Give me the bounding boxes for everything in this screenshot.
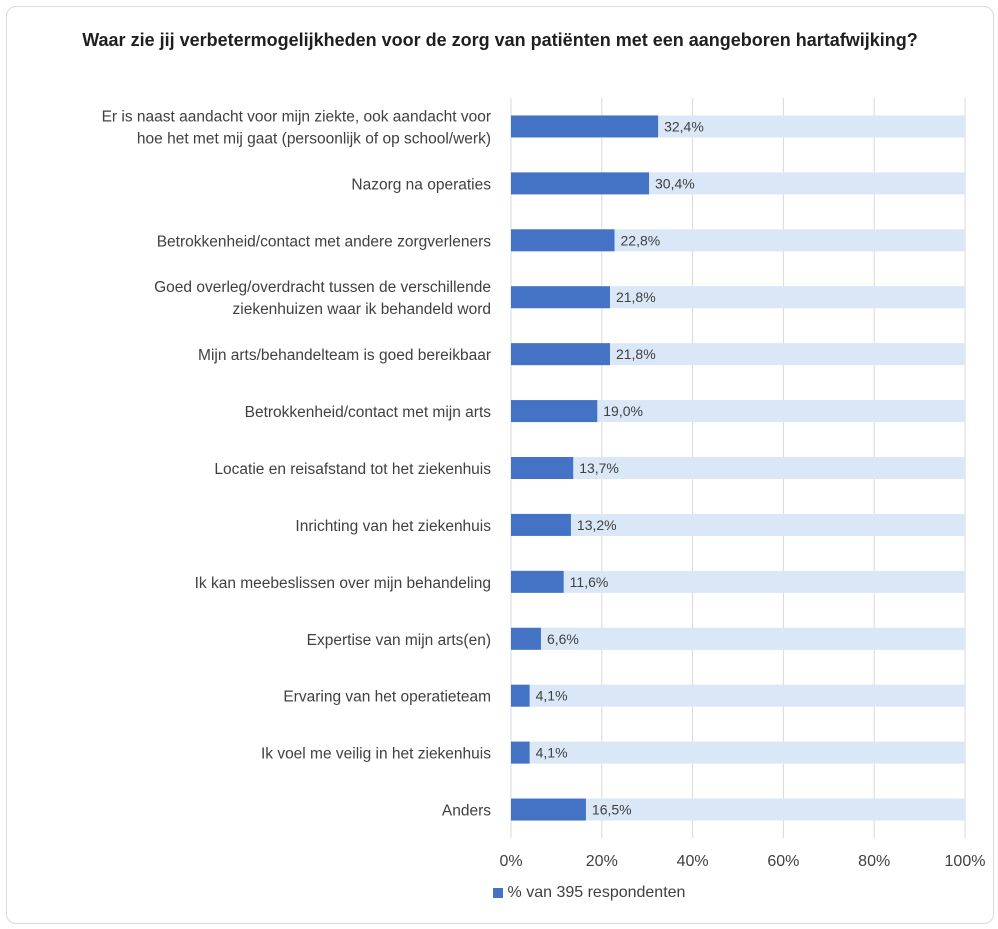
bar [511, 115, 659, 138]
data-label: 13,2% [577, 517, 617, 533]
data-label: 21,8% [616, 289, 656, 305]
category-label: Goed overleg/overdracht tussen de versch… [154, 279, 491, 296]
x-tick-label: 80% [858, 853, 890, 870]
bar-track [511, 457, 965, 479]
category-label: Er is naast aandacht voor mijn ziekte, o… [102, 108, 491, 125]
data-label: 22,8% [621, 232, 661, 248]
bar [511, 172, 650, 195]
bar [511, 286, 610, 309]
data-label: 16,5% [592, 802, 632, 818]
bar-track [511, 513, 965, 536]
data-label: 11,6% [570, 574, 609, 590]
legend-label: % van 395 respondenten [507, 884, 686, 901]
data-label: 30,4% [655, 175, 695, 191]
category-label: Anders [442, 803, 491, 820]
x-tick-label: 60% [767, 853, 799, 870]
category-label: Betrokkenheid/contact met mijn arts [245, 404, 492, 421]
category-label: Expertise van mijn arts(en) [307, 632, 491, 649]
data-label: 19,0% [603, 403, 643, 419]
bar-track [511, 229, 965, 252]
bar [511, 570, 564, 593]
bar [511, 400, 598, 423]
bar-track [511, 627, 965, 650]
data-label: 32,4% [664, 118, 704, 134]
legend-swatch [492, 888, 503, 898]
category-label: Mijn arts/behandelteam is goed bereikbaa… [198, 347, 491, 364]
category-label: Nazorg na operaties [351, 176, 491, 193]
data-label: 21,8% [616, 346, 656, 362]
bar [511, 627, 541, 650]
data-label: 4,1% [536, 688, 568, 704]
bar-track [511, 741, 965, 764]
data-label: 4,1% [536, 745, 568, 761]
bar-track [511, 400, 965, 423]
x-tick-label: 20% [586, 853, 618, 870]
bar [511, 798, 586, 821]
category-label: Ik kan meebeslissen over mijn behandelin… [195, 575, 491, 592]
x-tick-label: 40% [677, 853, 709, 870]
bar-track [511, 286, 965, 309]
category-label: ziekenhuizen waar ik behandeld word [233, 301, 492, 318]
category-label: Betrokkenheid/contact met andere zorgver… [157, 233, 492, 250]
chart-title: Waar zie jij verbetermogelijkheden voor … [82, 30, 918, 50]
data-label: 6,6% [547, 631, 579, 647]
category-label: Locatie en reisafstand tot het ziekenhui… [214, 461, 491, 478]
bar-track [511, 798, 965, 821]
category-label: Ik voel me veilig in het ziekenhuis [261, 746, 491, 763]
x-tick-label: 0% [499, 853, 522, 870]
category-label: Ervaring van het operatieteam [283, 689, 491, 706]
x-tick-label: 100% [945, 853, 986, 870]
category-label: hoe het met mij gaat (persoonlijk of op … [137, 130, 491, 147]
bar [511, 343, 610, 366]
bar [511, 684, 530, 707]
bar-track [511, 570, 965, 593]
bar-track [511, 684, 965, 707]
bar-track [511, 343, 965, 366]
bar [511, 229, 615, 252]
legend: % van 395 respondenten [0, 884, 998, 902]
bar [511, 741, 530, 764]
bar [511, 513, 571, 536]
data-label: 13,7% [579, 460, 619, 476]
category-label: Inrichting van het ziekenhuis [295, 518, 491, 535]
bar [511, 457, 574, 479]
